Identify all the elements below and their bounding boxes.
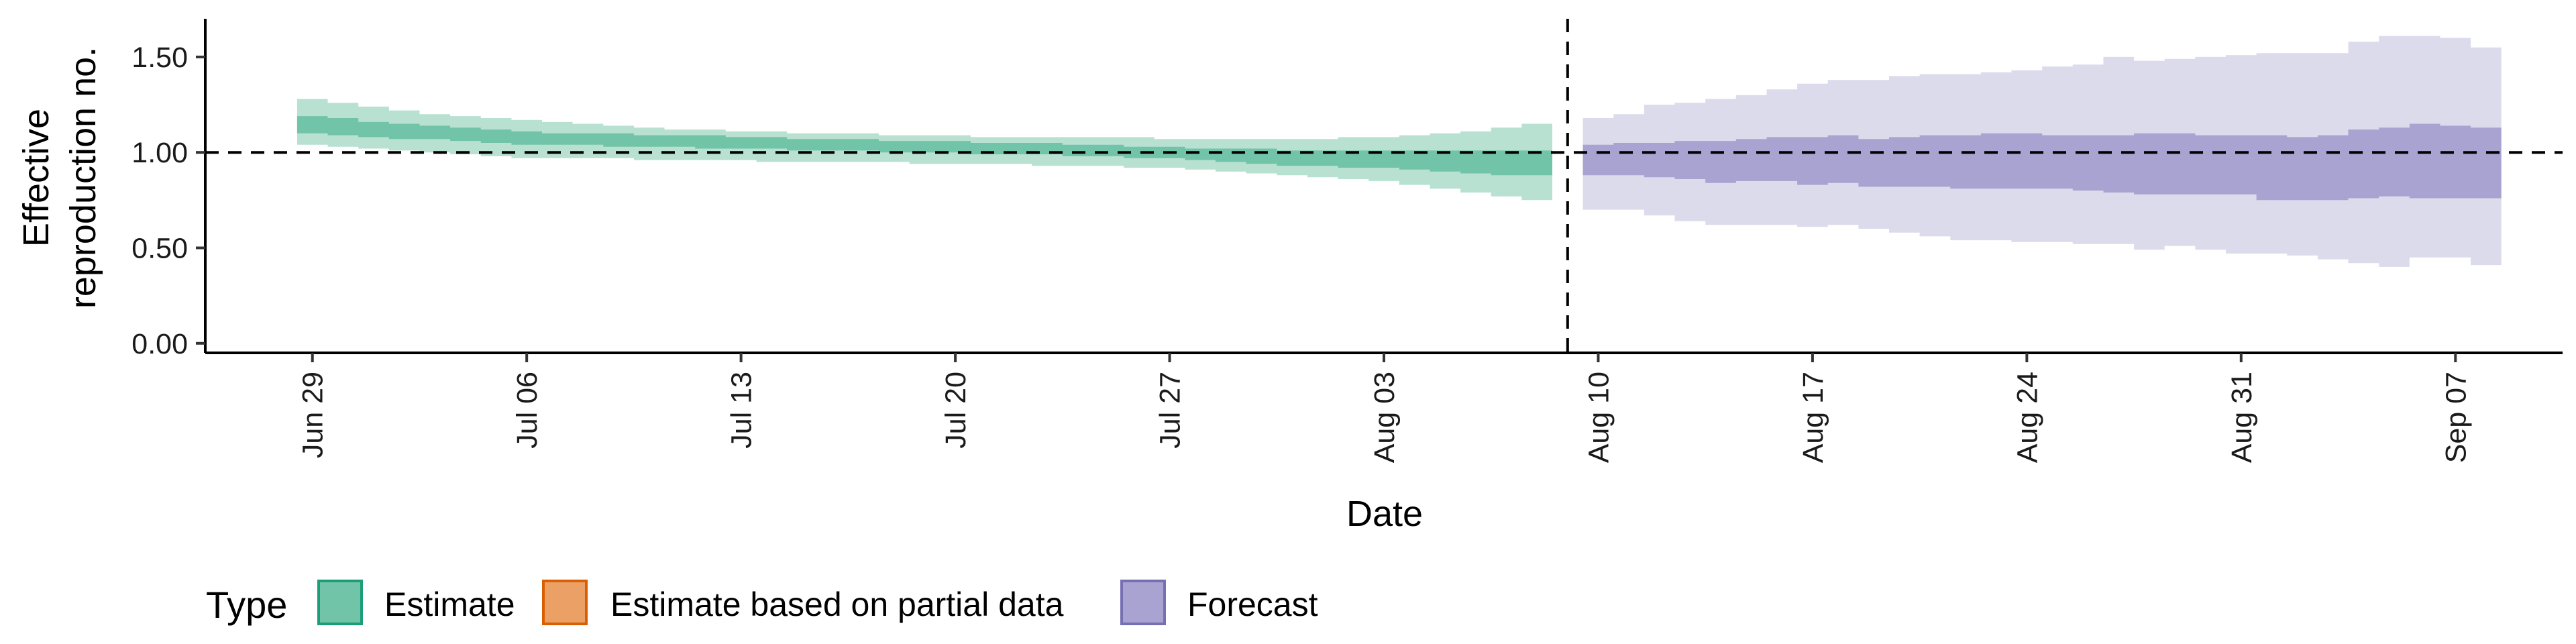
y-tick-label: 0.00: [131, 328, 188, 360]
x-tick-label: Sep 07: [2440, 372, 2472, 463]
x-tick-label: Jul 20: [940, 372, 972, 449]
forecast-band-50: [1582, 123, 2502, 201]
y-tick-label: 0.50: [131, 232, 188, 264]
estimate-band-50: [297, 116, 1552, 176]
legend-swatch-partial-data: [542, 580, 588, 625]
x-tick-label: Jul 27: [1155, 372, 1187, 449]
legend-title: Type: [206, 584, 287, 626]
legend-swatch-estimate: [317, 580, 363, 625]
x-tick-label: Aug 03: [1368, 372, 1401, 463]
y-tick-label: 1.00: [131, 137, 188, 169]
y-axis-title-line-2: reproduction no.: [63, 47, 103, 309]
x-tick-label: Aug 10: [1583, 372, 1615, 463]
legend-label-partial-data: Estimate based on partial data: [610, 586, 1064, 623]
x-tick-label: Aug 17: [1797, 372, 1829, 463]
legend-label-forecast: Forecast: [1187, 586, 1318, 623]
x-tick-label: Aug 31: [2226, 372, 2258, 463]
y-tick-label: 1.50: [131, 42, 188, 74]
legend-label-estimate: Estimate: [384, 586, 515, 623]
y-axis-title-line-1: Effective: [16, 109, 56, 247]
x-tick-label: Aug 24: [2011, 372, 2043, 463]
legend: Type Estimate Estimate based on partial …: [206, 580, 1318, 626]
x-tick-label: Jul 13: [726, 372, 758, 449]
legend-swatch-forecast: [1120, 580, 1166, 625]
x-axis-ticks: Jun 29 Jul 06 Jul 13 Jul 20 Jul 27 Aug 03 Aug …: [297, 353, 2472, 463]
x-tick-label: Jun 29: [297, 372, 329, 458]
x-axis-title: Date: [1346, 494, 1423, 534]
y-axis-ticks: 0.00 0.50 1.00 1.50: [131, 42, 205, 360]
x-tick-label: Jul 06: [511, 372, 543, 449]
